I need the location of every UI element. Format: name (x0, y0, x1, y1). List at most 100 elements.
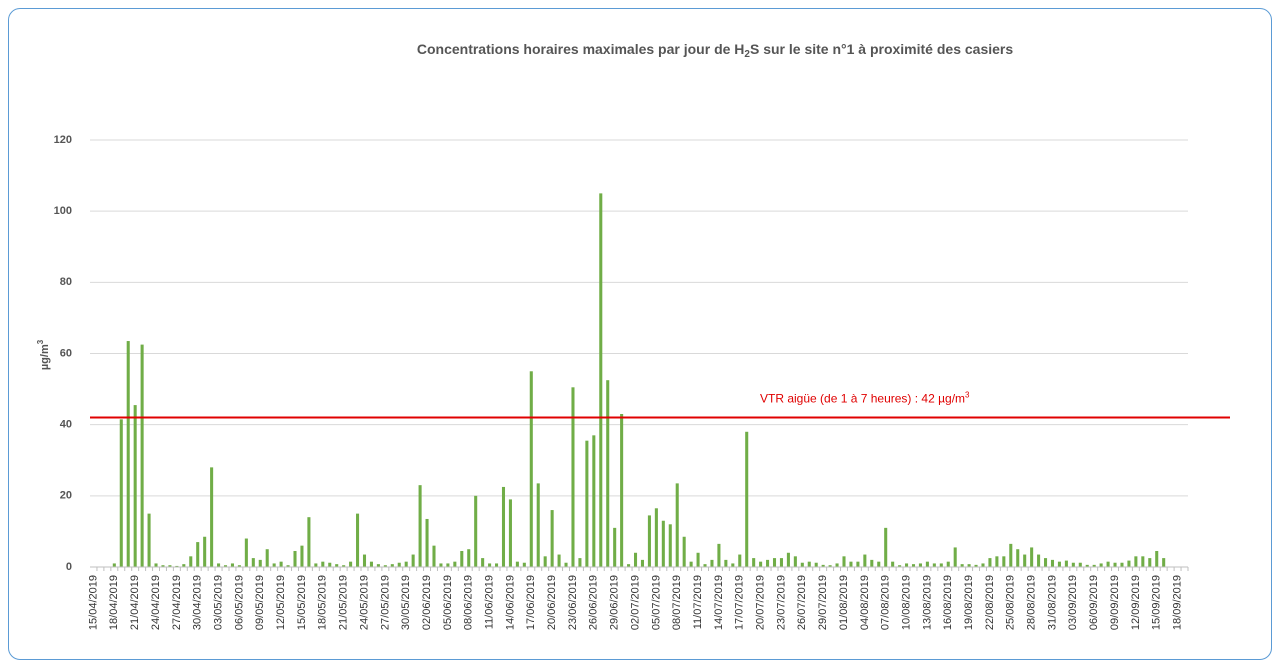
bar (376, 564, 380, 567)
bar (828, 565, 832, 567)
bar (244, 538, 248, 567)
bar (1078, 562, 1082, 567)
bar (1057, 561, 1061, 567)
bar (731, 563, 735, 567)
bar (543, 556, 547, 567)
bar (974, 564, 978, 567)
bar (1113, 562, 1117, 567)
reference-label-text: VTR aigüe (de 1 à 7 heures) : 42 µg/m (760, 392, 965, 406)
x-tick-label: 27/05/2019 (379, 575, 391, 630)
bar (126, 341, 130, 567)
bar (793, 556, 797, 567)
bar (1148, 558, 1152, 567)
bar (300, 545, 304, 567)
bar (911, 564, 916, 567)
bar (175, 565, 179, 567)
x-tick-label: 29/06/2019 (609, 575, 621, 630)
bar (140, 344, 144, 567)
bar (328, 562, 332, 567)
x-tick-label: 08/06/2019 (463, 575, 475, 630)
bar (1044, 558, 1048, 567)
bar (898, 565, 902, 567)
y-tick-label: 80 (60, 276, 72, 288)
x-tick-label: 13/08/2019 (921, 575, 933, 630)
x-tick-label: 06/09/2019 (1088, 575, 1100, 630)
bar (515, 561, 519, 567)
bar (411, 554, 415, 567)
bar (703, 564, 707, 567)
bar (877, 561, 881, 567)
bar (932, 563, 936, 567)
x-tick-label: 15/05/2019 (296, 575, 308, 630)
x-tick-label: 25/08/2019 (1005, 575, 1017, 630)
bar (446, 563, 450, 567)
x-tick-label: 04/08/2019 (859, 575, 871, 630)
bar (279, 561, 283, 567)
bar (640, 559, 645, 567)
bar (682, 536, 686, 567)
bar (1050, 559, 1055, 567)
x-tick-label: 02/06/2019 (421, 575, 433, 630)
bar (814, 562, 818, 567)
x-tick-label: 17/07/2019 (734, 575, 746, 630)
bar (884, 527, 888, 567)
bar (856, 561, 860, 567)
bar (786, 552, 790, 567)
bar (404, 561, 408, 567)
bar (995, 556, 999, 567)
bar (474, 495, 478, 567)
x-tick-label: 26/07/2019 (796, 575, 808, 630)
bar (272, 563, 276, 567)
bar (696, 552, 700, 567)
bar (453, 561, 457, 567)
bar (265, 549, 269, 567)
bar (946, 561, 950, 567)
bar (425, 518, 429, 567)
bar (807, 561, 811, 567)
x-tick-label: 24/04/2019 (150, 575, 162, 630)
x-tick-label: 31/08/2019 (1046, 575, 1058, 630)
x-tick-label: 12/09/2019 (1130, 575, 1142, 630)
x-tick-label: 22/08/2019 (984, 575, 996, 630)
bar (564, 562, 568, 567)
x-tick-label: 03/05/2019 (212, 575, 224, 630)
bar (335, 564, 339, 567)
x-tick-label: 29/07/2019 (817, 575, 829, 630)
bar (1120, 562, 1124, 567)
bar (217, 563, 221, 567)
x-tick-label: 30/04/2019 (192, 575, 204, 630)
bar (307, 517, 311, 567)
bar (314, 563, 318, 567)
x-tick-label: 18/09/2019 (1171, 575, 1183, 630)
bar (953, 547, 957, 567)
bar (988, 558, 992, 567)
bar (286, 565, 290, 567)
bar (772, 558, 777, 567)
y-tick-label: 100 (54, 205, 72, 217)
bar (119, 419, 123, 567)
x-tick-label: 14/07/2019 (713, 575, 725, 630)
bar (536, 483, 540, 567)
bar (710, 559, 714, 567)
chart-frame (8, 8, 1272, 660)
x-tick-label: 11/07/2019 (692, 575, 704, 629)
x-tick-label: 09/05/2019 (254, 575, 266, 630)
y-tick-label: 20 (60, 490, 72, 502)
bar (599, 193, 603, 567)
bar (251, 558, 255, 567)
x-tick-label: 09/09/2019 (1109, 575, 1121, 630)
x-tick-label: 20/06/2019 (546, 575, 558, 630)
x-tick-label: 18/04/2019 (108, 575, 120, 630)
bar (550, 510, 554, 567)
bar (237, 565, 241, 567)
x-tick-label: 05/07/2019 (650, 575, 662, 630)
y-tick-label: 60 (60, 347, 72, 359)
bar (1037, 554, 1041, 567)
bar (349, 561, 353, 567)
x-tick-label: 27/04/2019 (171, 575, 183, 630)
bar (210, 467, 214, 567)
x-tick-label: 11/06/2019 (483, 575, 495, 629)
x-tick-label: 12/05/2019 (275, 575, 287, 630)
bar (460, 550, 464, 567)
bar (1064, 560, 1068, 567)
